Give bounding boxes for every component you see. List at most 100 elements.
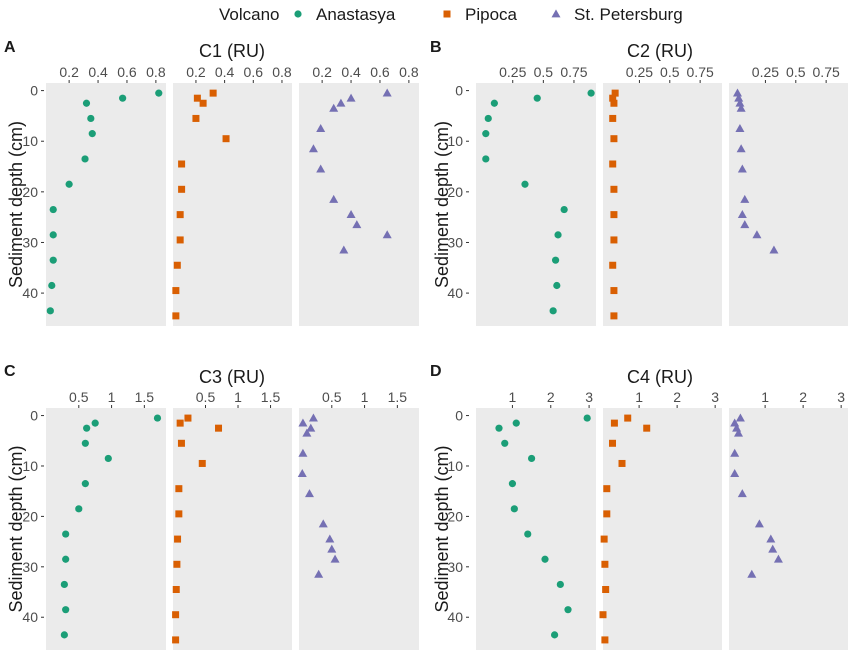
data-point <box>766 534 776 543</box>
data-point <box>49 256 57 264</box>
data-point <box>173 261 181 269</box>
data-point <box>176 236 184 244</box>
y-tick-label: 10 <box>22 133 38 149</box>
y-tick-label: 0 <box>30 83 38 99</box>
panel-label: B <box>430 39 442 56</box>
y-tick-label: 40 <box>447 609 463 625</box>
data-point <box>484 114 492 123</box>
facet-background <box>476 408 596 650</box>
y-tick-label: 0 <box>455 408 463 424</box>
data-point <box>215 424 223 432</box>
data-point <box>600 535 608 543</box>
x-tick-label: 1.5 <box>388 389 408 405</box>
panel-title: C1 (RU) <box>199 41 265 61</box>
data-point <box>339 245 349 254</box>
x-tick-label: 0.6 <box>117 64 137 80</box>
data-point <box>541 555 549 563</box>
facet-pipoca: 0.2 0.4 0.6 0.8 <box>172 64 292 326</box>
data-point <box>609 439 617 447</box>
data-point <box>49 205 57 214</box>
facet-background <box>729 408 848 650</box>
data-point <box>521 180 529 188</box>
panel-label: D <box>430 363 442 380</box>
data-point <box>177 439 185 447</box>
data-point <box>318 519 328 528</box>
data-point <box>554 231 562 239</box>
data-point <box>609 261 617 269</box>
x-tick-label: 3 <box>585 389 593 405</box>
data-point <box>65 180 73 188</box>
facet-st-petersburg: 1 2 3 <box>729 389 848 650</box>
x-tick-label: 0.6 <box>244 64 264 80</box>
data-point <box>198 459 206 467</box>
data-point <box>308 144 318 153</box>
data-point <box>329 103 339 112</box>
x-tick-label: 0.4 <box>215 64 235 80</box>
data-point <box>178 185 186 193</box>
y-tick-label: 40 <box>22 609 38 625</box>
x-tick-label: 1 <box>108 389 116 405</box>
x-tick-label: 0.4 <box>341 64 361 80</box>
x-tick-label: 0.75 <box>813 64 840 80</box>
data-point <box>643 424 651 432</box>
facet-anastasya: 0.5 1 1.5 <box>46 389 166 650</box>
x-tick-label: 1.5 <box>135 389 155 405</box>
data-point <box>747 569 757 578</box>
y-tick-label: 20 <box>447 184 463 200</box>
data-point <box>298 448 308 457</box>
data-point <box>482 130 490 138</box>
data-point <box>752 230 762 239</box>
data-point <box>603 510 611 518</box>
y-tick-label: 40 <box>22 285 38 301</box>
panel-c: C C3 (RU) Sediment depth (cm) 0 10 20 30 40 0.5 1… <box>4 363 419 650</box>
data-point <box>556 580 564 589</box>
data-point <box>155 89 163 97</box>
data-point <box>352 220 362 229</box>
data-point <box>346 210 356 219</box>
data-point <box>306 423 316 432</box>
y-tick-label: 30 <box>447 559 463 575</box>
data-point <box>325 534 335 543</box>
facet-background <box>603 83 722 326</box>
data-point <box>587 89 595 97</box>
data-point <box>730 468 740 477</box>
facet-background <box>603 408 722 650</box>
facet-anastasya: 0.2 0.4 0.6 0.8 <box>46 64 166 326</box>
panel-title: C3 (RU) <box>199 367 265 387</box>
x-tick-label: 0.8 <box>399 64 419 80</box>
facet-background <box>729 83 848 326</box>
x-tick-label: 1.5 <box>261 389 281 405</box>
data-point <box>735 98 745 107</box>
y-tick-label: 40 <box>447 285 463 301</box>
data-point <box>501 439 509 447</box>
data-point <box>602 586 610 593</box>
data-point <box>583 414 591 422</box>
y-axis-label: Sediment depth (cm) <box>432 121 452 288</box>
x-tick-label: 0.5 <box>196 389 216 405</box>
facet-anastasya: 1 2 3 <box>476 389 596 650</box>
x-tick-label: 0.8 <box>272 64 292 80</box>
facet-background <box>173 83 292 326</box>
data-point <box>549 307 557 315</box>
data-point <box>769 245 779 254</box>
data-point <box>737 210 747 219</box>
x-tick-label: 0.75 <box>687 64 714 80</box>
data-point <box>178 160 186 168</box>
y-axis-label: Sediment depth (cm) <box>6 121 26 288</box>
data-point <box>48 281 56 290</box>
data-point <box>735 123 745 132</box>
data-point <box>618 459 626 467</box>
data-point <box>75 505 83 513</box>
data-point <box>754 519 764 528</box>
y-tick-label: 30 <box>22 559 38 575</box>
legend: Volcano Anastasya Pipoca St. Petersburg <box>219 5 683 24</box>
data-point <box>83 424 91 432</box>
x-tick-label: 2 <box>799 389 807 405</box>
data-point <box>609 160 617 168</box>
data-point <box>564 606 572 614</box>
data-point <box>62 555 70 563</box>
x-tick-label: 1 <box>234 389 242 405</box>
x-tick-label: 0.25 <box>626 64 653 80</box>
data-point <box>736 144 746 153</box>
data-point <box>533 94 541 102</box>
